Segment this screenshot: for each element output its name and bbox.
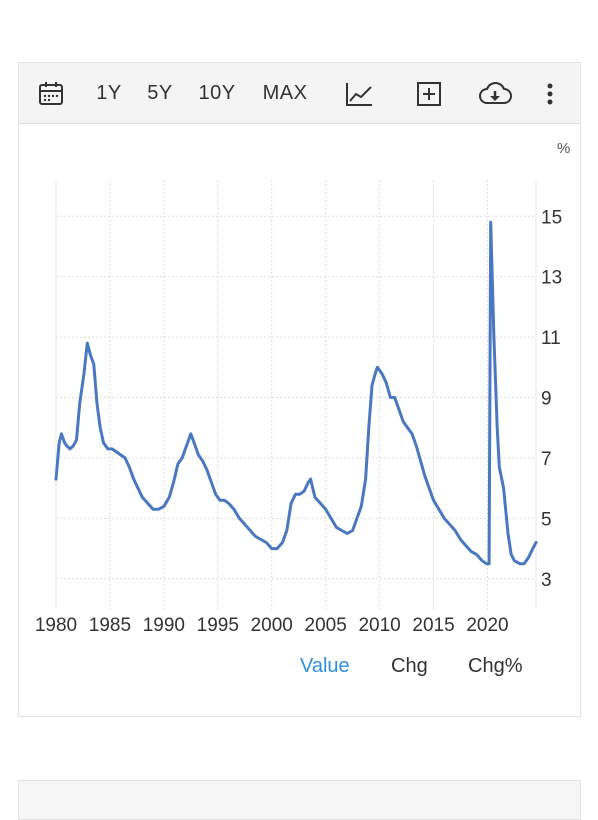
more-options-icon-svg [547,83,553,104]
y-tick-label: 9 [541,389,552,410]
chart-card: 1Y 5Y 10Y MAX [18,62,581,717]
next-card [18,780,581,820]
calendar-icon-svg [39,81,63,105]
add-icon-svg [417,81,441,106]
download-icon[interactable] [475,63,515,124]
tab-chg[interactable]: Chg [391,655,428,677]
y-tick-label: 7 [541,449,552,470]
x-tick-label: 2015 [412,615,454,636]
x-tick-label: 2010 [358,615,400,636]
x-tick-label: 2000 [251,615,293,636]
x-tick-label: 1980 [35,615,77,636]
range-1y-button[interactable]: 1Y [96,82,122,104]
x-tick-label: 2020 [466,615,508,636]
range-max-button[interactable]: MAX [262,82,308,104]
calendar-icon[interactable] [33,63,69,124]
chart-toolbar: 1Y 5Y 10Y MAX [19,63,580,124]
series-line [54,220,538,566]
value-tabs: Value Chg Chg% [19,655,580,685]
tab-value[interactable]: Value [300,655,350,677]
range-5y-button[interactable]: 5Y [147,82,173,104]
x-tick-label: 1985 [89,615,131,636]
x-tick-label: 1995 [197,615,239,636]
y-tick-label: 15 [541,207,562,228]
line-chart: 3 5 7 9 11 13 15 1980 1985 1990 1995 2000 2005 2010 20… [35,180,562,636]
y-tick-label: 13 [541,268,562,289]
add-icon[interactable] [411,63,447,124]
download-icon-svg [479,81,512,104]
line-chart-icon-svg [346,82,372,106]
x-tick-label: 2005 [305,615,347,636]
x-tick-label: 1990 [143,615,185,636]
y-tick-label: 11 [541,328,561,349]
range-10y-button[interactable]: 10Y [198,82,236,104]
more-options-icon[interactable] [537,63,563,124]
tab-chg-percent[interactable]: Chg% [468,655,523,677]
y-tick-label: 5 [541,509,552,530]
unit-label: % [557,140,571,157]
line-chart-icon[interactable] [341,63,377,124]
y-tick-label: 3 [541,570,552,591]
